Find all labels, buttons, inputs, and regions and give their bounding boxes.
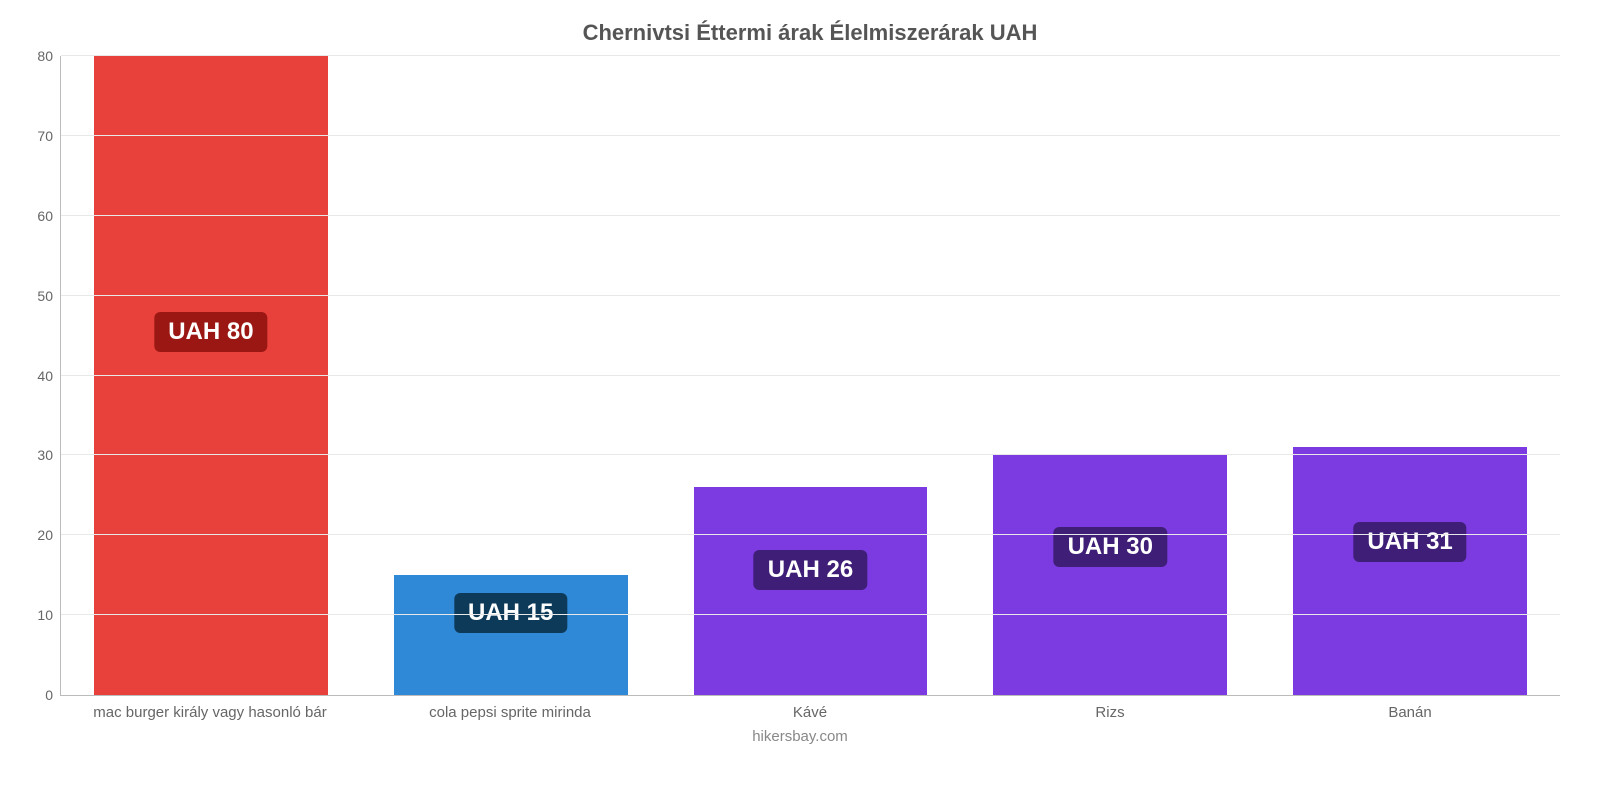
plot-area: UAH 80UAH 15UAH 26UAH 30UAH 31 010203040… [60, 56, 1560, 696]
ytick-label: 30 [37, 447, 61, 463]
bars-container: UAH 80 UAH 15 UAH 26 UAH 30 UAH 31 [61, 56, 1560, 695]
bar-slot: UAH 26 [661, 56, 961, 695]
x-axis-label: Rizs [960, 696, 1260, 721]
x-axis-label: mac burger király vagy hasonló bár [60, 696, 360, 721]
bar: UAH 80 [94, 56, 328, 695]
chart-footer: hikersbay.com [0, 728, 1600, 745]
value-badge: UAH 80 [154, 312, 267, 352]
x-axis-label: Banán [1260, 696, 1560, 721]
bar: UAH 26 [694, 487, 928, 695]
gridline [61, 55, 1560, 56]
gridline [61, 295, 1560, 296]
bar-slot: UAH 80 [61, 56, 361, 695]
ytick-label: 80 [37, 48, 61, 64]
ytick-label: 40 [37, 368, 61, 384]
ytick-label: 10 [37, 607, 61, 623]
gridline [61, 694, 1560, 695]
ytick-label: 70 [37, 128, 61, 144]
bar: UAH 31 [1293, 447, 1527, 695]
gridline [61, 454, 1560, 455]
ytick-label: 50 [37, 288, 61, 304]
ytick-label: 20 [37, 527, 61, 543]
gridline [61, 375, 1560, 376]
ytick-label: 60 [37, 208, 61, 224]
gridline [61, 135, 1560, 136]
x-axis-labels: mac burger király vagy hasonló bárcola p… [60, 696, 1560, 721]
x-axis-label: Kávé [660, 696, 960, 721]
bar: UAH 30 [993, 455, 1227, 695]
chart-title: Chernivtsi Éttermi árak Élelmiszerárak U… [60, 20, 1560, 46]
gridline [61, 215, 1560, 216]
gridline [61, 534, 1560, 535]
price-bar-chart: Chernivtsi Éttermi árak Élelmiszerárak U… [0, 0, 1600, 800]
bar-slot: UAH 31 [1260, 56, 1560, 695]
x-axis-label: cola pepsi sprite mirinda [360, 696, 660, 721]
gridline [61, 614, 1560, 615]
ytick-label: 0 [45, 687, 61, 703]
bar-slot: UAH 15 [361, 56, 661, 695]
value-badge: UAH 26 [754, 550, 867, 590]
value-badge: UAH 31 [1353, 522, 1466, 562]
bar-slot: UAH 30 [960, 56, 1260, 695]
bar: UAH 15 [394, 575, 628, 695]
